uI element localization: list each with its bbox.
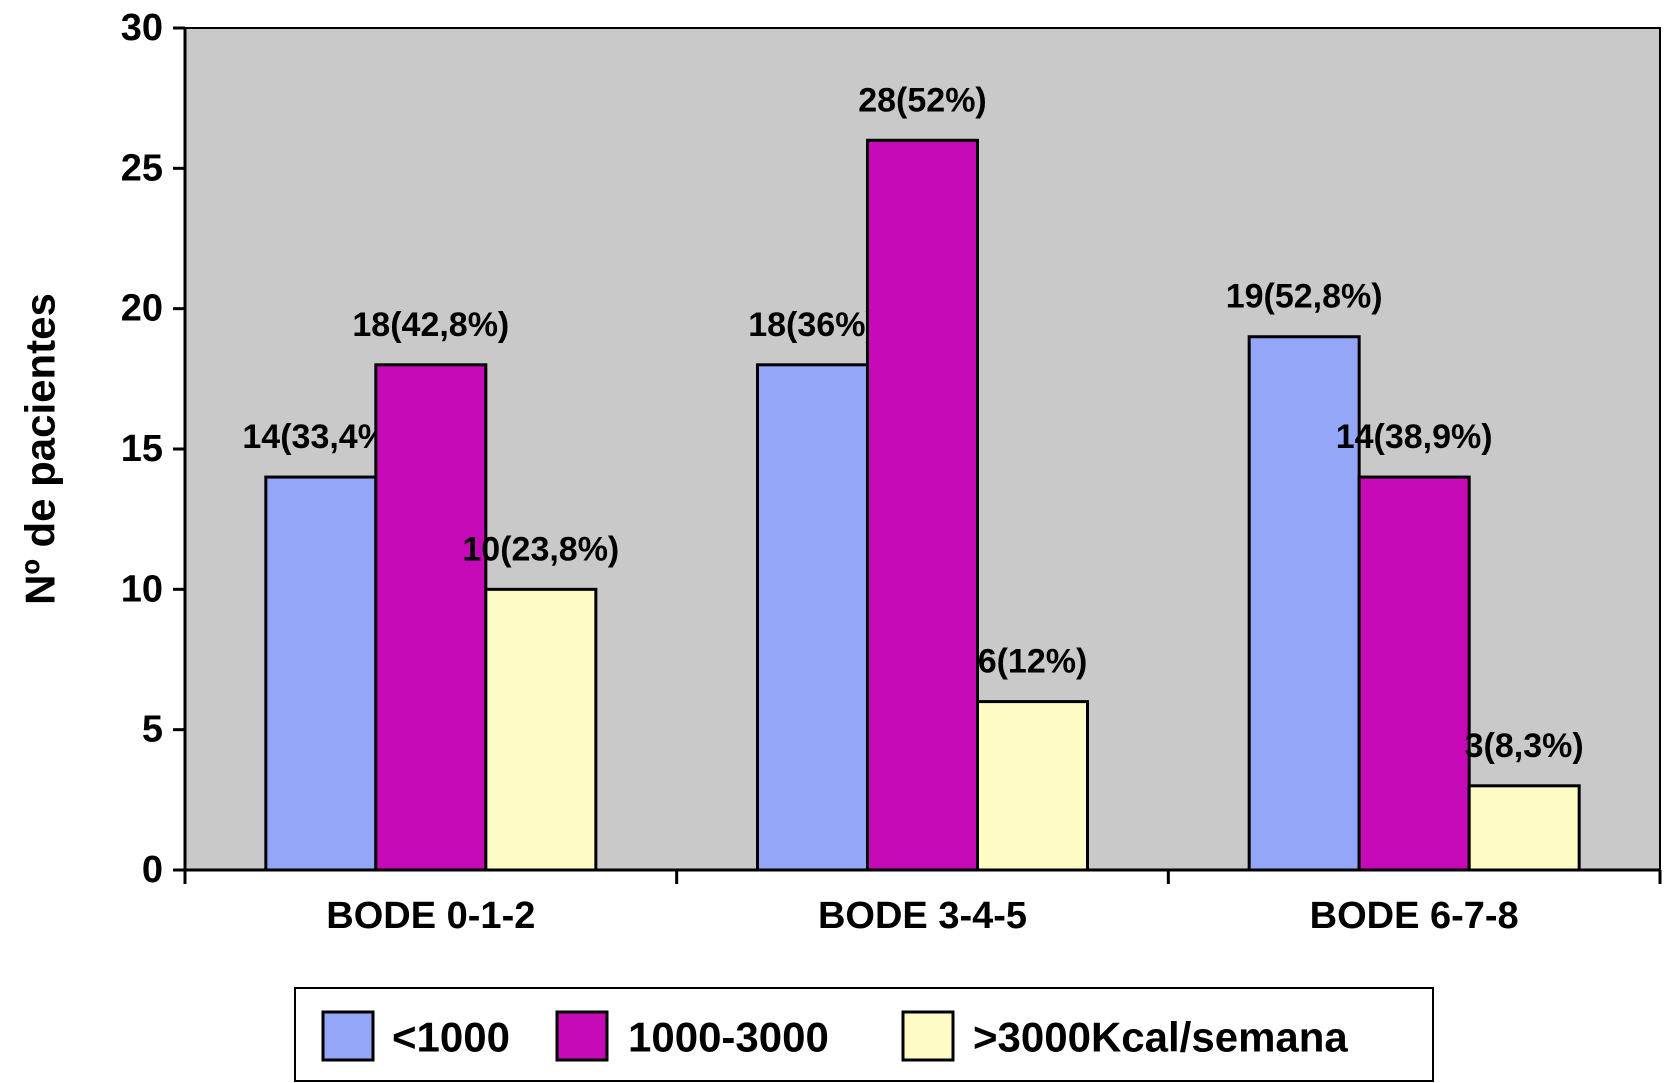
legend: <1000 1000-3000 >3000Kcal/semana xyxy=(294,987,1434,1082)
data-label: 10(23,8%) xyxy=(462,530,619,568)
y-tick-label: 10 xyxy=(121,568,163,610)
bar xyxy=(1247,335,1361,872)
legend-box xyxy=(294,987,1434,1082)
data-label: 28(52%) xyxy=(858,81,987,119)
y-tick-label: 25 xyxy=(121,147,163,189)
bar xyxy=(264,475,378,872)
legend-swatch xyxy=(555,1010,609,1062)
bar xyxy=(866,138,979,872)
y-tick-label: 20 xyxy=(121,288,163,330)
bar xyxy=(1357,475,1471,872)
x-tick-label: BODE 0-1-2 xyxy=(326,895,535,937)
bars: 14(33,4%) 18(42,8%) 10(23,8%) 18(36%) 28(52%… xyxy=(242,81,1584,872)
x-tick-label: BODE 6-7-8 xyxy=(1310,895,1519,937)
data-label: 19(52,8%) xyxy=(1226,278,1383,316)
y-tick-label: 30 xyxy=(121,7,163,49)
x-axis: BODE 0-1-2 BODE 3-4-5 BODE 6-7-8 xyxy=(183,868,1662,937)
data-label: 14(38,9%) xyxy=(1336,418,1493,456)
y-tick-label: 0 xyxy=(142,849,163,891)
bar xyxy=(484,587,598,872)
bar xyxy=(976,700,1089,872)
x-tick-label: BODE 3-4-5 xyxy=(818,895,1027,937)
data-label: 3(8,3%) xyxy=(1465,727,1584,765)
data-label: 18(42,8%) xyxy=(352,306,509,344)
data-label: 18(36%) xyxy=(748,306,877,344)
legend-label: 1000-3000 xyxy=(628,1014,829,1061)
legend-swatch xyxy=(321,1010,375,1062)
y-axis-title: Nº de pacientes xyxy=(17,293,64,605)
y-axis: 0 5 10 15 20 25 30 xyxy=(121,7,187,891)
legend-swatch xyxy=(901,1010,955,1062)
bar xyxy=(374,363,488,872)
legend-label: >3000Kcal/semana xyxy=(973,1014,1348,1061)
y-tick-label: 15 xyxy=(121,428,163,470)
bar xyxy=(1467,784,1581,872)
y-tick-label: 5 xyxy=(142,709,163,751)
data-label: 14(33,4%) xyxy=(242,418,399,456)
bar xyxy=(756,363,869,872)
legend-label: <1000 xyxy=(392,1014,510,1061)
data-label: 6(12%) xyxy=(978,643,1088,681)
